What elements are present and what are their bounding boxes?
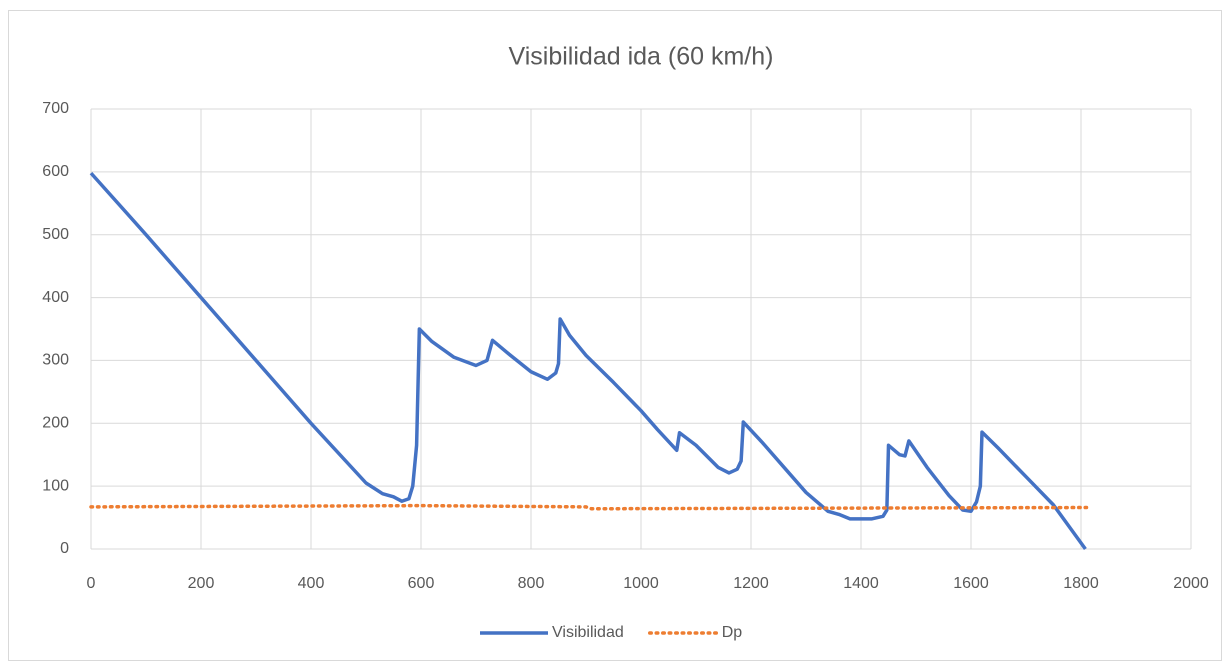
x-tick-label: 1400 [843, 575, 879, 592]
y-tick-label: 200 [42, 415, 69, 432]
y-tick-label: 400 [42, 289, 69, 306]
y-tick-label: 600 [42, 163, 69, 180]
y-tick-label: 300 [42, 352, 69, 369]
x-tick-label: 1600 [953, 575, 989, 592]
legend-label: Visibilidad [552, 624, 624, 641]
x-tick-label: 2000 [1173, 575, 1209, 592]
x-tick-label: 1000 [623, 575, 659, 592]
chart-frame [8, 10, 1222, 661]
x-tick-label: 600 [408, 575, 435, 592]
x-tick-label: 0 [87, 575, 96, 592]
chart-title: Visibilidad ida (60 km/h) [509, 43, 774, 71]
data-line [89, 171, 1087, 551]
y-tick-label: 100 [42, 477, 69, 494]
y-tick-label: 500 [42, 226, 69, 243]
x-tick-label: 1200 [733, 575, 769, 592]
legend-label: Dp [722, 624, 743, 641]
x-tick-label: 200 [188, 575, 215, 592]
y-tick-label: 700 [42, 100, 69, 117]
x-tick-label: 1800 [1063, 575, 1099, 592]
x-tick-label: 800 [518, 575, 545, 592]
y-tick-label: 0 [60, 540, 69, 557]
x-tick-label: 400 [298, 575, 325, 592]
data-line [89, 503, 1089, 511]
